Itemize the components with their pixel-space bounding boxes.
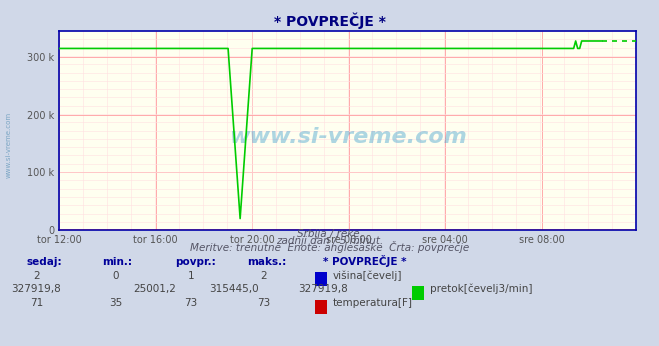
Text: pretok[čevelj3/min]: pretok[čevelj3/min] [430,284,532,294]
Text: 25001,2: 25001,2 [133,284,177,294]
Text: 327919,8: 327919,8 [298,284,348,294]
Text: 73: 73 [185,298,198,308]
Text: sedaj:: sedaj: [26,257,62,267]
Text: višina[čevelj]: višina[čevelj] [333,270,402,281]
Text: 73: 73 [257,298,270,308]
Text: 35: 35 [109,298,122,308]
Text: 71: 71 [30,298,43,308]
Text: maks.:: maks.: [247,257,287,267]
Text: Srbija / reke.: Srbija / reke. [297,229,362,239]
Text: 0: 0 [112,271,119,281]
Text: * POVPREČJE *: * POVPREČJE * [323,255,407,267]
Text: Meritve: trenutne  Enote: anglešaške  Črta: povprečje: Meritve: trenutne Enote: anglešaške Črta… [190,241,469,253]
Text: www.si-vreme.com: www.si-vreme.com [5,112,12,179]
Text: * POVPREČJE *: * POVPREČJE * [273,12,386,29]
Text: temperatura[F]: temperatura[F] [333,298,413,308]
Text: povpr.:: povpr.: [175,257,215,267]
Text: 315445,0: 315445,0 [209,284,259,294]
Text: 2: 2 [260,271,267,281]
Text: 2: 2 [33,271,40,281]
Text: zadnji dan / 5 minut.: zadnji dan / 5 minut. [276,236,383,246]
Text: 1: 1 [188,271,194,281]
Text: 327919,8: 327919,8 [11,284,61,294]
Text: www.si-vreme.com: www.si-vreme.com [229,127,467,147]
Text: min.:: min.: [102,257,132,267]
